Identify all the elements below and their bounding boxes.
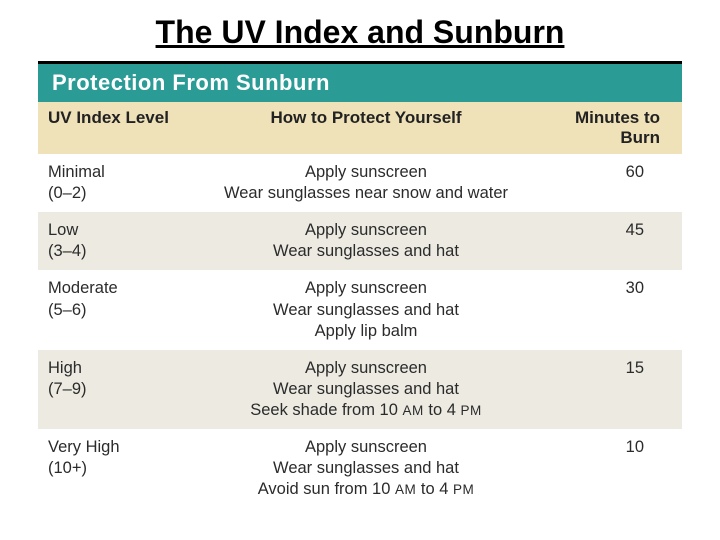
- header-level: UV Index Level: [38, 102, 206, 154]
- table-row: High(7–9)Apply sunscreenWear sunglasses …: [38, 350, 682, 429]
- cell-protect: Apply sunscreenWear sunglasses and hatAv…: [206, 433, 526, 504]
- cell-level: Very High(10+): [38, 433, 206, 504]
- table-row: Low(3–4)Apply sunscreenWear sunglasses a…: [38, 212, 682, 270]
- header-minutes: Minutes to Burn: [526, 102, 682, 154]
- table-row: Very High(10+)Apply sunscreenWear sungla…: [38, 429, 682, 508]
- cell-level: Moderate(5–6): [38, 274, 206, 345]
- cell-minutes: 60: [526, 158, 682, 208]
- cell-level: High(7–9): [38, 354, 206, 425]
- cell-protect: Apply sunscreenWear sunglasses and hat: [206, 216, 526, 266]
- cell-minutes: 15: [526, 354, 682, 425]
- cell-minutes: 45: [526, 216, 682, 266]
- table-header-row: UV Index Level How to Protect Yourself M…: [38, 102, 682, 154]
- cell-minutes: 30: [526, 274, 682, 345]
- header-protect: How to Protect Yourself: [206, 102, 526, 154]
- sunburn-table: Protection From Sunburn UV Index Level H…: [38, 61, 682, 508]
- cell-protect: Apply sunscreenWear sunglasses and hatSe…: [206, 354, 526, 425]
- cell-protect: Apply sunscreenWear sunglasses and hatAp…: [206, 274, 526, 345]
- page-title: The UV Index and Sunburn: [0, 0, 720, 61]
- table-banner: Protection From Sunburn: [38, 64, 682, 102]
- cell-level: Minimal(0–2): [38, 158, 206, 208]
- table-row: Moderate(5–6)Apply sunscreenWear sunglas…: [38, 270, 682, 349]
- table-body: Minimal(0–2)Apply sunscreenWear sunglass…: [38, 154, 682, 508]
- table-row: Minimal(0–2)Apply sunscreenWear sunglass…: [38, 154, 682, 212]
- cell-minutes: 10: [526, 433, 682, 504]
- cell-protect: Apply sunscreenWear sunglasses near snow…: [206, 158, 526, 208]
- cell-level: Low(3–4): [38, 216, 206, 266]
